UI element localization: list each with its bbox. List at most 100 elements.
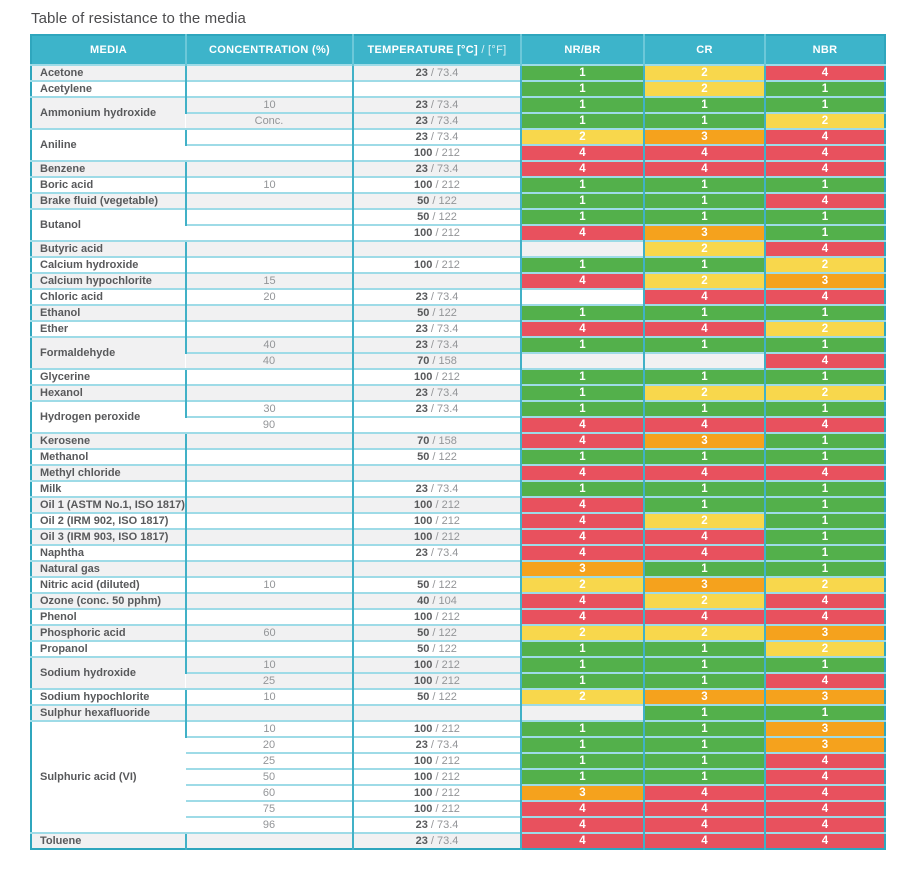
rating-cell-nbr: 1 (764, 176, 885, 193)
rating-cell-nbr: 3 (764, 272, 885, 289)
media-cell: Kerosene (31, 432, 186, 449)
rating-cell-nbr: 1 (764, 96, 885, 113)
temperature-celsius-value: 40 (417, 595, 430, 607)
media-cell: Oil 2 (IRM 902, ISO 1817) (31, 512, 186, 529)
media-cell: Methyl chloride (31, 464, 186, 481)
temperature-cell: 100 / 212 (352, 256, 521, 273)
temperature-cell: 23 / 73.4 (352, 112, 521, 129)
temperature-celsius-value: 50 (417, 307, 430, 319)
temperature-cell: 100 / 212 (352, 768, 521, 785)
concentration-cell: 75 (186, 800, 353, 817)
temperature-cell: 50 / 122 (352, 192, 521, 209)
temperature-celsius-value: 23 (415, 819, 428, 831)
concentration-cell: 40 (186, 352, 353, 369)
temperature-celsius-value: 70 (417, 355, 430, 367)
temperature-celsius-value: 100 (414, 755, 433, 767)
rating-cell-nr-br: 1 (520, 720, 644, 737)
header-media: MEDIA (31, 35, 186, 65)
rating-cell-nr-br: 4 (520, 544, 644, 561)
temperature-cell: 50 / 122 (352, 304, 521, 321)
rating-cell-cr: 4 (643, 608, 765, 625)
rating-cell-nbr: 4 (764, 768, 885, 785)
table-row: Sulphuric acid (VI) 10 100 / 212 1 1 3 (31, 720, 885, 833)
rating-cell-nbr: 1 (764, 528, 885, 545)
rating-cell-nr-br: 4 (520, 528, 644, 545)
temperature-cell (352, 704, 521, 721)
table-row: 25 100 / 212 1 1 4 (31, 752, 885, 769)
rating-cell-cr: 1 (643, 768, 765, 785)
temperature-fahrenheit-value: / 73.4 (427, 99, 459, 111)
rating-cell-nr-br: 1 (520, 96, 644, 113)
media-cell: Methanol (31, 448, 186, 465)
rating-cell-nbr: 1 (764, 368, 885, 385)
table-row: Chloric acid 20 23 / 73.4 4 4 (31, 288, 885, 305)
table-row: Sulphur hexafluoride 1 1 (31, 704, 885, 721)
media-cell: Ether (31, 320, 186, 337)
media-cell: Natural gas (31, 560, 186, 577)
media-cell: Boric acid (31, 176, 186, 193)
concentration-cell: 15 (185, 272, 353, 289)
table-row: Calcium hypochlorite 15 4 2 3 (31, 272, 885, 289)
concentration-cell (185, 448, 353, 465)
table-row: Benzene 23 / 73.4 4 4 4 (31, 160, 885, 177)
temperature-cell: 100 / 212 (352, 512, 521, 529)
rating-cell-nbr: 1 (764, 432, 885, 449)
rating-cell-nbr: 4 (764, 608, 885, 625)
temperature-celsius-value: 23 (415, 115, 428, 127)
rating-cell-nbr: 4 (764, 144, 885, 161)
rating-cell-nbr: 1 (764, 496, 885, 513)
rating-cell-nr-br: 1 (520, 640, 644, 657)
temperature-fahrenheit-value: / 73.4 (427, 67, 459, 79)
concentration-cell: 10 (185, 720, 353, 737)
concentration-cell: 30 (185, 400, 353, 417)
rating-cell-cr: 1 (643, 720, 765, 737)
rating-cell-nr-br: 1 (520, 736, 644, 753)
concentration-cell (185, 464, 353, 481)
rating-cell-cr: 4 (643, 288, 765, 305)
rating-cell-cr: 2 (643, 80, 765, 97)
temperature-celsius-value: 100 (414, 611, 433, 623)
table-row: 20 23 / 73.4 1 1 3 (31, 736, 885, 753)
temperature-fahrenheit-value: / 73.4 (427, 403, 459, 415)
temperature-cell: 100 / 212 (352, 496, 521, 513)
rating-cell-nbr: 4 (764, 64, 885, 81)
rating-cell-nbr: 1 (764, 400, 885, 417)
rating-cell-nbr: 4 (764, 464, 885, 481)
temperature-cell: 23 / 73.4 (352, 64, 521, 81)
temperature-fahrenheit-value: / 212 (432, 755, 460, 767)
concentration-cell (185, 640, 353, 657)
temperature-cell: 23 / 73.4 (352, 816, 521, 833)
concentration-cell (185, 704, 353, 721)
rating-cell-nr-br: 4 (520, 800, 644, 817)
rating-cell-nr-br: 1 (520, 480, 644, 497)
rating-cell-nbr: 4 (764, 800, 885, 817)
concentration-cell (185, 256, 353, 273)
rating-cell-nbr: 4 (764, 592, 885, 609)
media-cell: Propanol (31, 640, 186, 657)
rating-cell-nr-br: 4 (520, 592, 644, 609)
rating-cell-cr: 4 (643, 160, 765, 177)
rating-cell-cr: 1 (643, 480, 765, 497)
concentration-cell: 25 (186, 672, 353, 689)
media-cell: Acetone (31, 64, 186, 81)
rating-cell-nr-br: 3 (520, 560, 644, 577)
temperature-celsius-value: 50 (417, 579, 430, 591)
rating-cell-nr-br: 1 (520, 192, 644, 209)
concentration-cell: 20 (185, 288, 353, 305)
temperature-cell: 100 / 212 (352, 720, 521, 737)
temperature-celsius-value: 100 (414, 147, 433, 159)
media-cell: Calcium hypochlorite (31, 272, 186, 289)
temperature-cell: 100 / 212 (352, 800, 521, 817)
concentration-cell: 60 (185, 624, 353, 641)
temperature-fahrenheit-value: / 73.4 (427, 131, 459, 143)
temperature-celsius-value: 23 (415, 483, 428, 495)
concentration-cell: 20 (186, 736, 353, 753)
rating-cell-nr-br: 4 (520, 432, 644, 449)
rating-cell-nr-br (520, 352, 644, 369)
temperature-celsius-value: 23 (415, 131, 428, 143)
temperature-celsius-value: 100 (414, 787, 433, 799)
temperature-celsius-value: 100 (414, 803, 433, 815)
media-cell: Naphtha (31, 544, 186, 561)
media-cell: Phenol (31, 608, 186, 625)
rating-cell-nr-br: 1 (520, 208, 644, 225)
